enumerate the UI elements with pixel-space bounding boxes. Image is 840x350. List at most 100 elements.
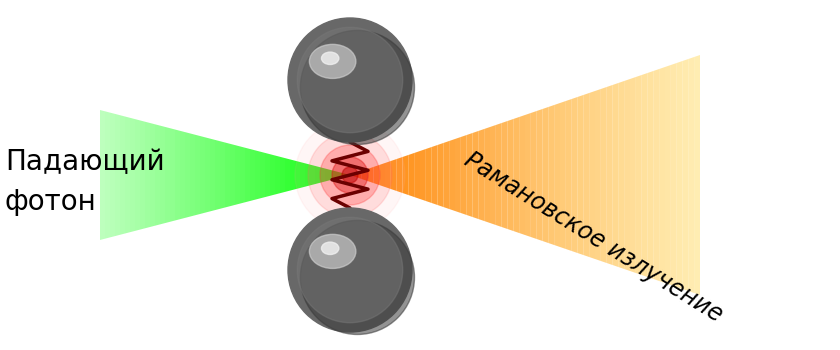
Polygon shape xyxy=(665,65,671,285)
Circle shape xyxy=(332,157,368,193)
Polygon shape xyxy=(683,59,688,291)
Polygon shape xyxy=(408,153,414,197)
Text: фотон: фотон xyxy=(5,188,97,216)
Polygon shape xyxy=(595,89,601,261)
Polygon shape xyxy=(519,115,525,235)
Polygon shape xyxy=(396,157,402,193)
Polygon shape xyxy=(531,111,537,239)
Polygon shape xyxy=(140,120,145,230)
Polygon shape xyxy=(300,162,305,188)
Circle shape xyxy=(308,133,392,217)
Polygon shape xyxy=(125,117,130,233)
Polygon shape xyxy=(601,87,606,263)
Polygon shape xyxy=(185,132,190,218)
Polygon shape xyxy=(150,123,155,227)
Polygon shape xyxy=(230,144,235,206)
Polygon shape xyxy=(589,91,595,259)
Polygon shape xyxy=(135,119,140,231)
Polygon shape xyxy=(606,85,612,265)
Polygon shape xyxy=(414,151,420,199)
Circle shape xyxy=(297,27,402,133)
Polygon shape xyxy=(449,139,455,211)
Polygon shape xyxy=(583,93,589,257)
Polygon shape xyxy=(549,105,554,245)
Polygon shape xyxy=(373,165,379,185)
Polygon shape xyxy=(255,150,260,200)
Polygon shape xyxy=(444,141,449,209)
Polygon shape xyxy=(155,124,160,226)
Polygon shape xyxy=(566,99,572,251)
Polygon shape xyxy=(368,167,373,183)
Polygon shape xyxy=(490,125,496,225)
Polygon shape xyxy=(165,127,170,223)
Polygon shape xyxy=(275,155,280,195)
Polygon shape xyxy=(356,171,362,179)
Polygon shape xyxy=(240,146,245,204)
Polygon shape xyxy=(624,79,630,271)
Polygon shape xyxy=(478,129,484,221)
Polygon shape xyxy=(501,121,507,229)
Polygon shape xyxy=(145,122,150,228)
Polygon shape xyxy=(345,174,350,176)
Polygon shape xyxy=(260,152,265,198)
Polygon shape xyxy=(618,81,624,269)
Polygon shape xyxy=(630,77,636,273)
Ellipse shape xyxy=(322,52,339,64)
Polygon shape xyxy=(315,166,320,184)
Polygon shape xyxy=(175,130,180,220)
Polygon shape xyxy=(642,73,648,277)
Polygon shape xyxy=(310,164,315,186)
Polygon shape xyxy=(250,149,255,201)
Polygon shape xyxy=(280,157,285,193)
Polygon shape xyxy=(335,171,340,179)
Polygon shape xyxy=(295,161,300,189)
Polygon shape xyxy=(105,111,110,239)
Polygon shape xyxy=(245,148,250,202)
Polygon shape xyxy=(659,67,665,283)
Polygon shape xyxy=(525,113,531,237)
Polygon shape xyxy=(560,101,566,249)
Ellipse shape xyxy=(322,242,339,254)
Polygon shape xyxy=(537,109,543,241)
Circle shape xyxy=(295,120,405,230)
Polygon shape xyxy=(379,163,385,187)
Polygon shape xyxy=(265,153,270,197)
Polygon shape xyxy=(290,159,295,191)
Polygon shape xyxy=(671,63,677,287)
Polygon shape xyxy=(220,141,225,209)
Polygon shape xyxy=(225,142,230,208)
Polygon shape xyxy=(467,133,472,217)
Polygon shape xyxy=(572,97,578,253)
Polygon shape xyxy=(270,154,275,196)
Polygon shape xyxy=(654,69,659,281)
Polygon shape xyxy=(215,140,220,210)
Polygon shape xyxy=(110,113,115,237)
Polygon shape xyxy=(507,119,513,231)
Polygon shape xyxy=(362,169,368,181)
Polygon shape xyxy=(330,170,335,180)
Polygon shape xyxy=(385,161,391,189)
Polygon shape xyxy=(648,71,654,279)
Polygon shape xyxy=(180,131,185,219)
Ellipse shape xyxy=(309,234,356,268)
Polygon shape xyxy=(210,139,215,211)
Polygon shape xyxy=(200,136,205,214)
Text: Падающий: Падающий xyxy=(5,148,165,176)
Polygon shape xyxy=(170,128,175,222)
Circle shape xyxy=(301,30,414,145)
Polygon shape xyxy=(554,103,560,247)
Circle shape xyxy=(288,18,412,142)
Polygon shape xyxy=(340,173,345,177)
Polygon shape xyxy=(694,55,700,295)
Polygon shape xyxy=(195,135,200,215)
Polygon shape xyxy=(472,131,478,219)
Polygon shape xyxy=(688,57,694,293)
Polygon shape xyxy=(438,143,444,207)
Polygon shape xyxy=(205,137,210,213)
Polygon shape xyxy=(160,126,165,224)
Circle shape xyxy=(342,167,358,183)
Polygon shape xyxy=(325,168,330,182)
Polygon shape xyxy=(513,117,519,233)
Polygon shape xyxy=(484,127,490,223)
Polygon shape xyxy=(426,147,432,203)
